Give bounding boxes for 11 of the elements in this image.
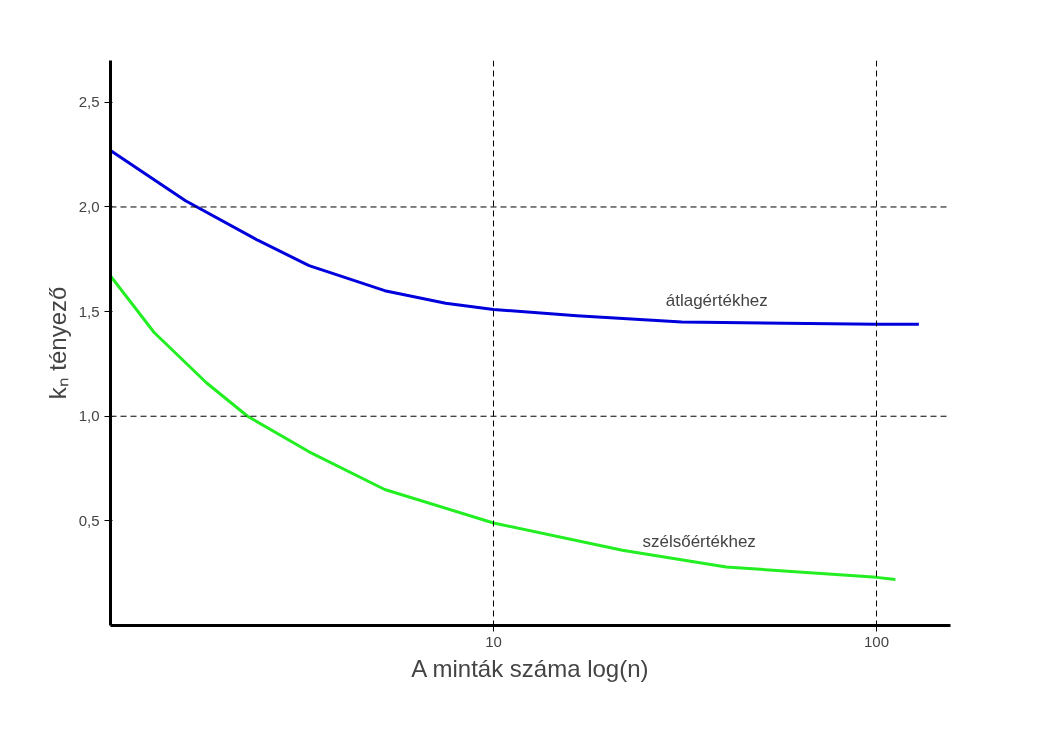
y-tick-label: 2,5 xyxy=(78,93,100,111)
x-tick-label: 10 xyxy=(485,632,502,650)
y-tick-label: 1,5 xyxy=(78,302,100,320)
x-tick-label: 100 xyxy=(864,632,890,650)
y-tick-label: 0,5 xyxy=(78,511,100,529)
series-label: szélsőértékhez xyxy=(642,531,756,551)
y-tick-label: 2,0 xyxy=(78,197,100,215)
x-axis-title: A minták száma log(n) xyxy=(411,654,649,682)
y-tick-label: 1,0 xyxy=(78,407,100,425)
y-axis-title: kₙ tényező xyxy=(43,286,71,400)
series-label: átlagértékhez xyxy=(665,291,768,311)
